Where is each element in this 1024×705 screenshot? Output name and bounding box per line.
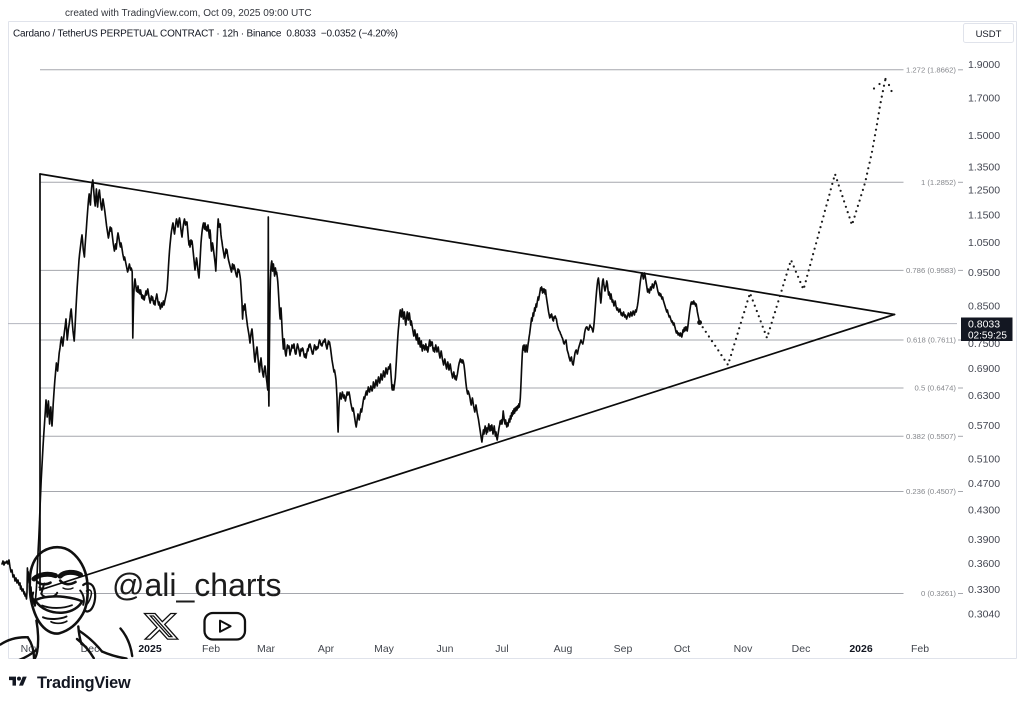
svg-text:Aug: Aug (554, 643, 573, 655)
svg-text:0.4700: 0.4700 (968, 478, 1000, 490)
svg-text:0.4300: 0.4300 (968, 505, 1000, 517)
svg-text:0.6300: 0.6300 (968, 390, 1000, 402)
svg-text:0.3900: 0.3900 (968, 534, 1000, 546)
svg-text:0.8033: 0.8033 (968, 319, 1000, 331)
svg-text:2026: 2026 (849, 643, 873, 655)
svg-text:0.6900: 0.6900 (968, 363, 1000, 375)
svg-text:1.1500: 1.1500 (968, 210, 1000, 222)
svg-text:0.618 (0.7611): 0.618 (0.7611) (907, 336, 957, 345)
svg-text:0.9500: 0.9500 (968, 267, 1000, 279)
svg-text:0 (0.3261): 0 (0.3261) (921, 589, 956, 598)
svg-text:1.5000: 1.5000 (968, 130, 1000, 142)
svg-text:Oct: Oct (674, 643, 690, 655)
svg-text:0.3600: 0.3600 (968, 558, 1000, 570)
svg-text:Sep: Sep (614, 643, 633, 655)
svg-text:TradingView: TradingView (37, 674, 131, 692)
svg-text:0.3040: 0.3040 (968, 609, 1000, 621)
svg-text:1.0500: 1.0500 (968, 237, 1000, 249)
svg-text:Apr: Apr (318, 643, 335, 655)
svg-text:1.9000: 1.9000 (968, 59, 1000, 71)
svg-text:0.8500: 0.8500 (968, 300, 1000, 312)
svg-text:0.382 (0.5507): 0.382 (0.5507) (906, 432, 956, 441)
svg-text:0.786 (0.9583): 0.786 (0.9583) (906, 266, 956, 275)
svg-text:2025: 2025 (138, 643, 162, 655)
svg-text:Nov: Nov (734, 643, 753, 655)
svg-text:Feb: Feb (911, 643, 929, 655)
svg-text:@ali_charts: @ali_charts (112, 567, 281, 603)
svg-text:0.5 (0.6474): 0.5 (0.6474) (915, 384, 957, 393)
svg-text:Jul: Jul (495, 643, 508, 655)
svg-text:0.3300: 0.3300 (968, 584, 1000, 596)
svg-text:1.272 (1.8662): 1.272 (1.8662) (906, 65, 956, 74)
svg-text:Dec: Dec (792, 643, 811, 655)
svg-text:1.3500: 1.3500 (968, 162, 1000, 174)
svg-text:0.236 (0.4507): 0.236 (0.4507) (906, 487, 956, 496)
svg-text:Feb: Feb (202, 643, 220, 655)
svg-text:USDT: USDT (976, 29, 1002, 40)
svg-text:1.2500: 1.2500 (968, 185, 1000, 197)
svg-text:May: May (374, 643, 395, 655)
svg-text:Mar: Mar (257, 643, 276, 655)
svg-text:Cardano / TetherUS PERPETUAL C: Cardano / TetherUS PERPETUAL CONTRACT · … (13, 29, 398, 40)
svg-text:02:59:25: 02:59:25 (968, 331, 1007, 342)
svg-text:1.7000: 1.7000 (968, 93, 1000, 105)
svg-text:Jun: Jun (437, 643, 454, 655)
svg-text:0.5100: 0.5100 (968, 454, 1000, 466)
svg-text:0.5700: 0.5700 (968, 420, 1000, 432)
svg-text:created with TradingView.com,: created with TradingView.com, Oct 09, 20… (65, 8, 312, 19)
svg-text:1 (1.2852): 1 (1.2852) (921, 178, 956, 187)
